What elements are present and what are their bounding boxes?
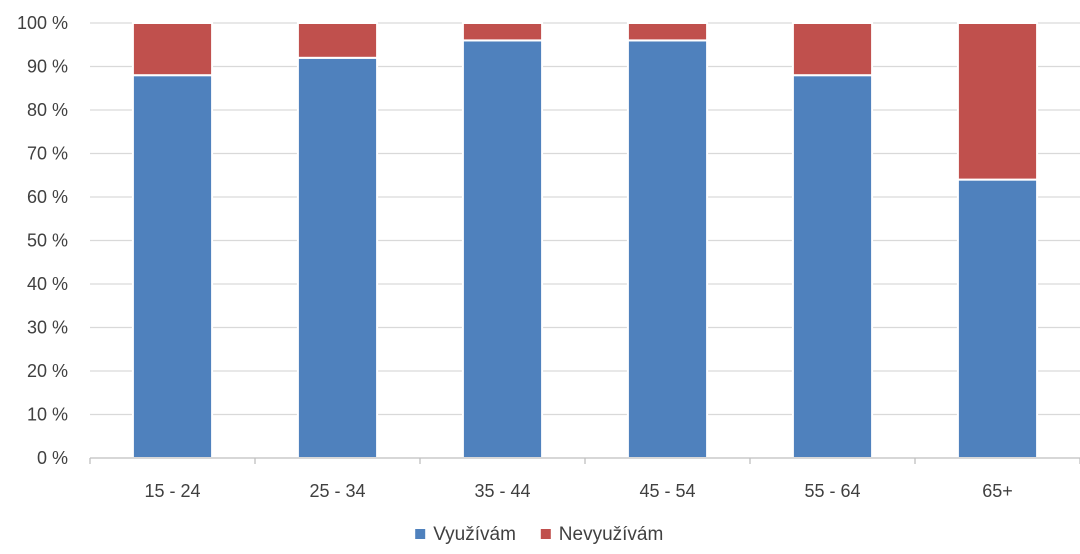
y-tick-label: 10 % xyxy=(27,405,68,425)
y-tick-label: 30 % xyxy=(27,318,68,338)
bar-segment-nevyuzivam xyxy=(956,22,1039,181)
bar-segment-vyuzivam xyxy=(791,74,874,459)
y-tick-label: 20 % xyxy=(27,361,68,381)
x-tick-label: 25 - 34 xyxy=(309,481,365,501)
bar-segment-nevyuzivam xyxy=(461,22,544,42)
y-tick-label: 100 % xyxy=(17,13,68,33)
legend-swatch xyxy=(415,529,426,539)
axes: 0 % 10 % 20 % 30 % 40 % 50 % 60 % 70 % 80 % 90 % 1… xyxy=(17,13,1080,501)
y-tick-label: 70 % xyxy=(27,144,68,164)
y-tick-label: 80 % xyxy=(27,100,68,120)
legend: Využívám Nevyužívám xyxy=(415,524,663,545)
y-tick-label: 90 % xyxy=(27,57,68,77)
y-tick-label: 60 % xyxy=(27,187,68,207)
bar-segment-vyuzivam xyxy=(626,39,709,460)
x-tick-label: 45 - 54 xyxy=(639,481,695,501)
legend-swatch xyxy=(540,529,551,539)
bar-segment-vyuzivam xyxy=(131,74,214,459)
bar-segment-nevyuzivam xyxy=(131,22,214,77)
x-tick-label: 55 - 64 xyxy=(804,481,860,501)
legend-label: Nevyužívám xyxy=(559,524,664,545)
bar-segment-vyuzivam xyxy=(956,178,1039,459)
y-tick-label: 50 % xyxy=(27,231,68,251)
x-tick-label: 65+ xyxy=(982,481,1013,501)
x-tick-label: 15 - 24 xyxy=(144,481,200,501)
x-tick-label: 35 - 44 xyxy=(474,481,530,501)
y-tick-label: 0 % xyxy=(37,448,68,468)
gridlines xyxy=(90,22,1080,416)
y-tick-label: 40 % xyxy=(27,274,68,294)
bar-segment-nevyuzivam xyxy=(626,22,709,42)
legend-label: Využívám xyxy=(433,524,516,545)
bar-segment-vyuzivam xyxy=(461,39,544,460)
bar-segment-vyuzivam xyxy=(296,56,379,460)
bar-segment-nevyuzivam xyxy=(296,22,379,59)
bar-segment-nevyuzivam xyxy=(791,22,874,77)
